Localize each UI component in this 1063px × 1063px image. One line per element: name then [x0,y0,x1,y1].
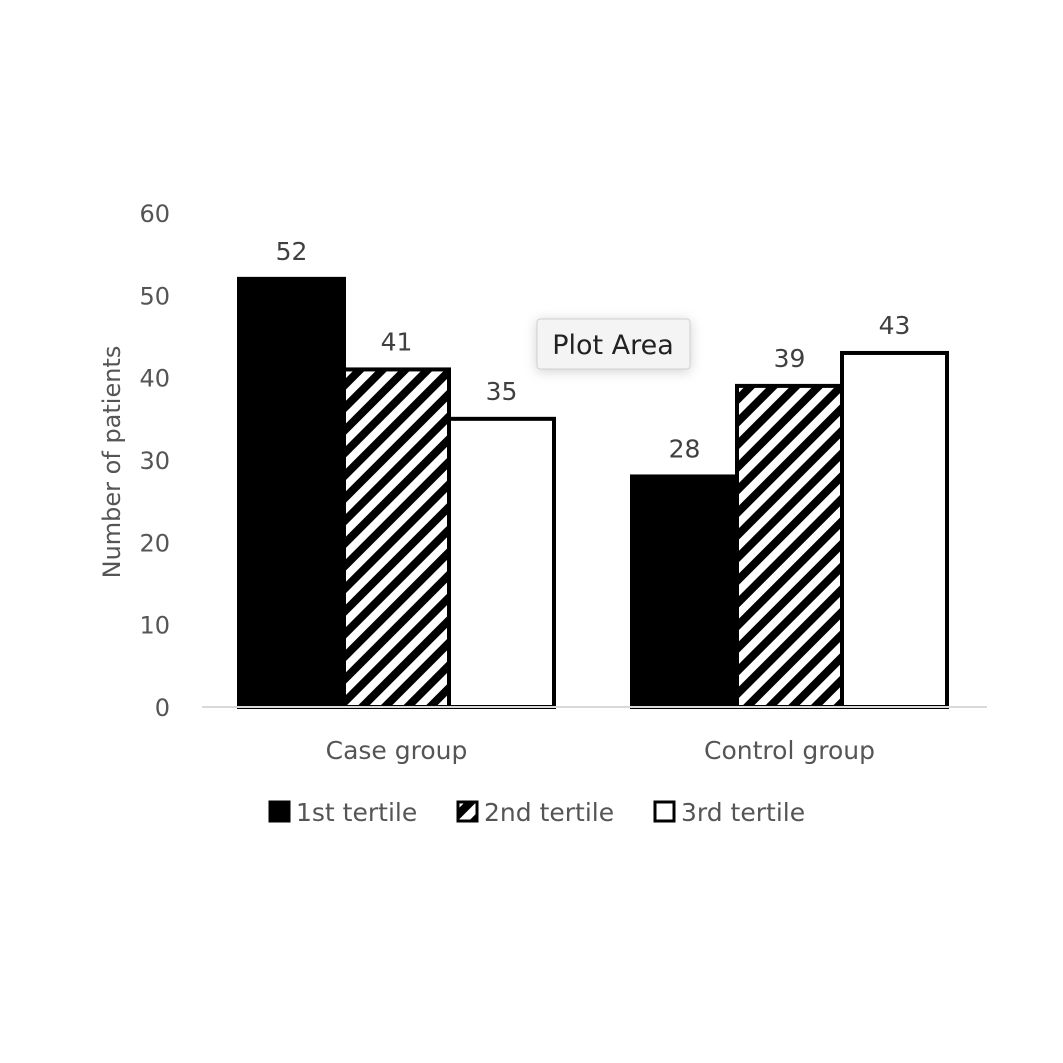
bar-control-group-1st-tertile [630,474,739,710]
y-tick-label-20: 20 [139,529,170,557]
data-label-case-group-2nd-tertile: 41 [381,327,413,356]
legend-label-3rd-tertile: 3rd tertile [681,798,805,827]
bar-case-group-1st-tertile [237,276,346,709]
category-label-case-group: Case group [326,736,468,765]
y-axis-ticks: 0 10 20 30 40 50 60 [139,200,170,722]
legend-item-3rd-tertile: 3rd tertile [653,798,805,827]
y-tick-label-0: 0 [155,694,170,722]
y-tick-label-10: 10 [139,612,170,640]
bar-case-group-3rd-tertile [447,416,556,709]
legend-label-1st-tertile: 1st tertile [296,798,417,827]
data-label-control-group-1st-tertile: 28 [669,434,701,463]
bar-case-group-2nd-tertile [342,367,451,709]
legend-swatch-2nd-tertile [456,800,479,823]
legend: 1st tertile 2nd tertile 3rd tertile [268,798,805,827]
legend-label-2nd-tertile: 2nd tertile [484,798,614,827]
y-tick-label-30: 30 [139,447,170,475]
y-tick-label-40: 40 [139,365,170,393]
data-labels: 52 28 41 39 35 43 [276,237,911,464]
y-tick-label-60: 60 [139,200,170,228]
y-axis-label: Number of patients [98,346,126,579]
category-label-control-group: Control group [704,736,875,765]
plot-area-tooltip: Plot Area [536,318,691,370]
legend-item-2nd-tertile: 2nd tertile [456,798,614,827]
data-label-case-group-3rd-tertile: 35 [486,377,518,406]
tooltip-label: Plot Area [552,330,674,361]
data-label-control-group-3rd-tertile: 43 [879,311,911,340]
legend-swatch-1st-tertile [268,800,291,823]
data-label-case-group-1st-tertile: 52 [276,237,308,266]
bars [237,276,949,710]
data-label-control-group-2nd-tertile: 39 [774,344,806,373]
tooltip-box [536,318,691,370]
x-axis-categories: Case group Control group [326,736,875,765]
bar-control-group-3rd-tertile [840,350,949,709]
bar-control-group-2nd-tertile [735,383,844,709]
legend-swatch-3rd-tertile [653,800,676,823]
y-tick-label-50: 50 [139,282,170,310]
legend-item-1st-tertile: 1st tertile [268,798,417,827]
